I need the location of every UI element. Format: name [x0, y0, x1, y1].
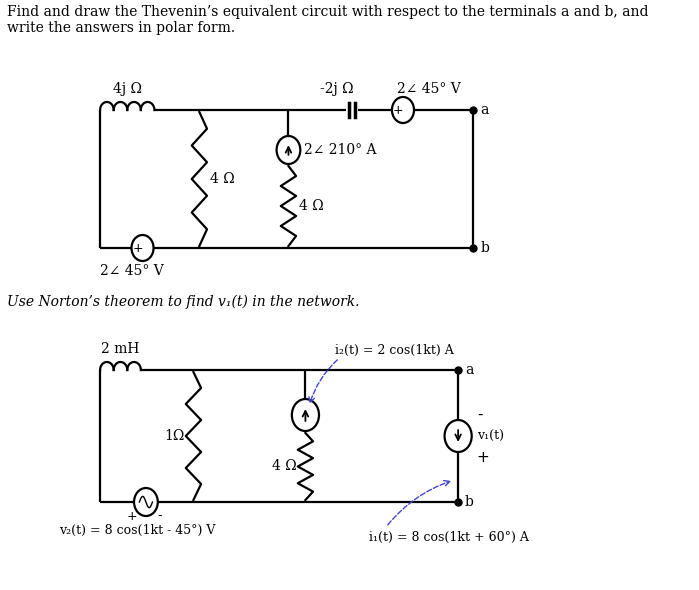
- Text: 2∠ 45° V: 2∠ 45° V: [101, 264, 164, 278]
- Text: i₂(t) = 2 cos(1kt) A: i₂(t) = 2 cos(1kt) A: [335, 343, 454, 356]
- Text: a: a: [480, 103, 489, 117]
- Text: -: -: [477, 407, 482, 421]
- Text: v₂(t) = 8 cos(1kt - 45°) V: v₂(t) = 8 cos(1kt - 45°) V: [59, 524, 215, 537]
- Text: 1Ω: 1Ω: [164, 429, 185, 443]
- Text: 2∠ 45° V: 2∠ 45° V: [396, 82, 461, 96]
- Text: +: +: [393, 103, 403, 116]
- Text: b: b: [480, 241, 489, 255]
- Text: 2 mH: 2 mH: [101, 342, 140, 356]
- Text: -2j Ω: -2j Ω: [320, 82, 354, 96]
- Text: a: a: [465, 363, 473, 377]
- Text: +: +: [127, 510, 138, 523]
- Text: i₁(t) = 8 cos(1kt + 60°) A: i₁(t) = 8 cos(1kt + 60°) A: [369, 530, 529, 543]
- Text: 4j Ω: 4j Ω: [113, 82, 142, 96]
- Text: Find and draw the Thevenin’s equivalent circuit with respect to the terminals a : Find and draw the Thevenin’s equivalent …: [7, 5, 648, 35]
- Text: 2∠ 210° A: 2∠ 210° A: [304, 143, 376, 157]
- Text: b: b: [465, 495, 474, 509]
- Text: 4 Ω: 4 Ω: [298, 199, 324, 213]
- Text: +: +: [132, 241, 143, 254]
- Text: -: -: [157, 510, 161, 523]
- Text: Use Norton’s theorem to find v₁(t) in the network.: Use Norton’s theorem to find v₁(t) in th…: [7, 295, 359, 309]
- Text: +: +: [477, 451, 489, 466]
- Text: v₁(t): v₁(t): [477, 430, 504, 442]
- Text: 4 Ω: 4 Ω: [272, 460, 297, 474]
- Text: 4 Ω: 4 Ω: [210, 172, 234, 186]
